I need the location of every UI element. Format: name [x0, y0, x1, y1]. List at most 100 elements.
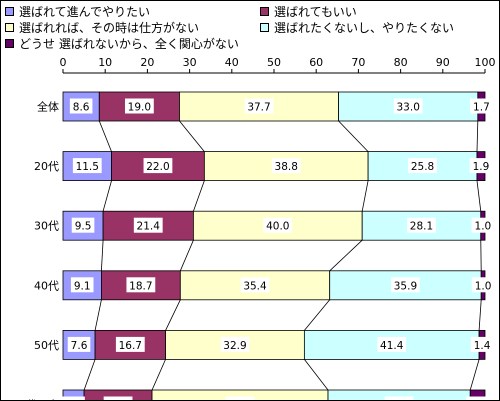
series-line	[304, 299, 331, 331]
bar-segment	[179, 270, 331, 301]
x-tick-label: 60	[309, 56, 323, 69]
legend-swatch	[5, 7, 14, 16]
series-line	[165, 299, 181, 331]
x-tick-label: 70	[351, 56, 365, 69]
data-label-bg	[408, 158, 437, 174]
legend-label: 選ばれれば、その時は仕方がない	[19, 21, 200, 35]
legend-label: 選ばれて進んでやりたい	[19, 5, 151, 19]
series-line	[98, 120, 112, 152]
data-label-bg	[67, 336, 91, 352]
data-label: 38.8	[275, 161, 298, 173]
data-label-bg	[244, 98, 274, 114]
series-line	[338, 120, 369, 152]
data-label-bg	[407, 217, 436, 233]
data-label: 28.1	[410, 221, 433, 233]
series-line	[151, 359, 166, 391]
data-label: 3.5	[469, 400, 486, 401]
x-tick-label: 20	[140, 56, 154, 69]
data-label: 32.9	[223, 340, 246, 352]
data-label: 9.1	[74, 280, 91, 292]
series-line	[101, 240, 104, 271]
data-label-bg	[133, 217, 163, 233]
data-label: 35.9	[394, 280, 417, 292]
data-label-bg	[469, 158, 493, 174]
series-line	[193, 180, 205, 212]
data-label-bg	[391, 277, 420, 293]
data-label-bg	[62, 396, 85, 400]
data-label-bg	[124, 98, 154, 114]
x-tick-label: 40	[225, 56, 239, 69]
data-label: 37.7	[247, 102, 270, 114]
data-label-bg	[393, 98, 423, 114]
data-label-bg	[69, 98, 93, 114]
data-label-bg	[470, 336, 494, 352]
series-line	[469, 359, 480, 391]
data-label: 8.6	[73, 102, 90, 114]
legend-swatch	[260, 7, 269, 16]
data-label: 25.8	[411, 161, 434, 173]
data-label: 22.0	[146, 161, 169, 173]
legend-label: どうせ 選ばれないから、全く関心がない	[19, 37, 239, 51]
data-label: 1.7	[473, 102, 490, 114]
data-label: 40.0	[266, 221, 289, 233]
data-label: 16.7	[119, 340, 142, 352]
data-label: 33.7	[387, 400, 410, 401]
series-line	[361, 180, 369, 212]
data-label-bg	[240, 277, 270, 293]
legend: 選ばれて進んでやりたい 選ばれてもいい選ばれれば、その時は仕方がない 選ばれたくない…	[5, 4, 495, 54]
legend-swatch	[5, 39, 14, 48]
series-line	[179, 240, 194, 271]
x-tick-label: 0	[60, 56, 67, 69]
data-label-bg	[70, 277, 94, 293]
series-line	[476, 180, 482, 212]
x-tick-label: 10	[98, 56, 112, 69]
data-label-bg	[220, 336, 250, 352]
data-label-bg	[470, 98, 493, 114]
data-label: 1.4	[474, 340, 491, 352]
legend-swatch	[5, 23, 14, 32]
legend-swatch	[260, 23, 269, 32]
bar-segment	[327, 389, 471, 400]
bar-segment	[83, 389, 153, 400]
bar-segment	[62, 389, 85, 400]
data-label-bg	[103, 396, 133, 400]
data-label: 5.0	[65, 400, 82, 401]
data-label: 7.6	[71, 340, 88, 352]
x-tick-label: 100	[475, 56, 496, 69]
data-label: 1.0	[475, 221, 492, 233]
data-label-bg	[471, 277, 495, 293]
data-label: 19.0	[128, 102, 151, 114]
series-line	[179, 120, 205, 152]
data-label: 18.7	[129, 280, 152, 292]
category-label: 20代	[34, 160, 59, 173]
data-label-bg	[263, 217, 293, 233]
category-label: 全体	[37, 100, 59, 114]
x-tick-label: 80	[394, 56, 408, 69]
x-tick-label: 30	[183, 56, 197, 69]
category-label: 40代	[34, 279, 59, 292]
series-line	[94, 299, 102, 331]
data-label-bg	[72, 158, 102, 174]
data-label: 41.4	[380, 340, 404, 352]
series-line	[478, 299, 482, 331]
data-label: 9.5	[75, 221, 92, 233]
data-label-bg	[115, 336, 145, 352]
data-label: 21.4	[137, 221, 161, 233]
data-label: 16.1	[106, 400, 129, 401]
legend-label: 選ばれたくないし、やりたくない	[274, 21, 455, 35]
data-label-bg	[377, 336, 407, 352]
data-label-bg	[71, 217, 95, 233]
bar-segment	[469, 389, 486, 400]
x-tick-label: 90	[436, 56, 450, 69]
x-tick-label: 50	[267, 56, 281, 69]
legend-label: 選ばれてもいい	[274, 5, 357, 19]
series-line	[304, 359, 329, 391]
data-label-bg	[126, 277, 156, 293]
data-label-bg	[466, 396, 489, 400]
data-label: 11.5	[76, 161, 99, 173]
series-line	[476, 120, 479, 152]
data-label: 1.0	[475, 280, 492, 292]
data-label-bg	[225, 396, 255, 400]
